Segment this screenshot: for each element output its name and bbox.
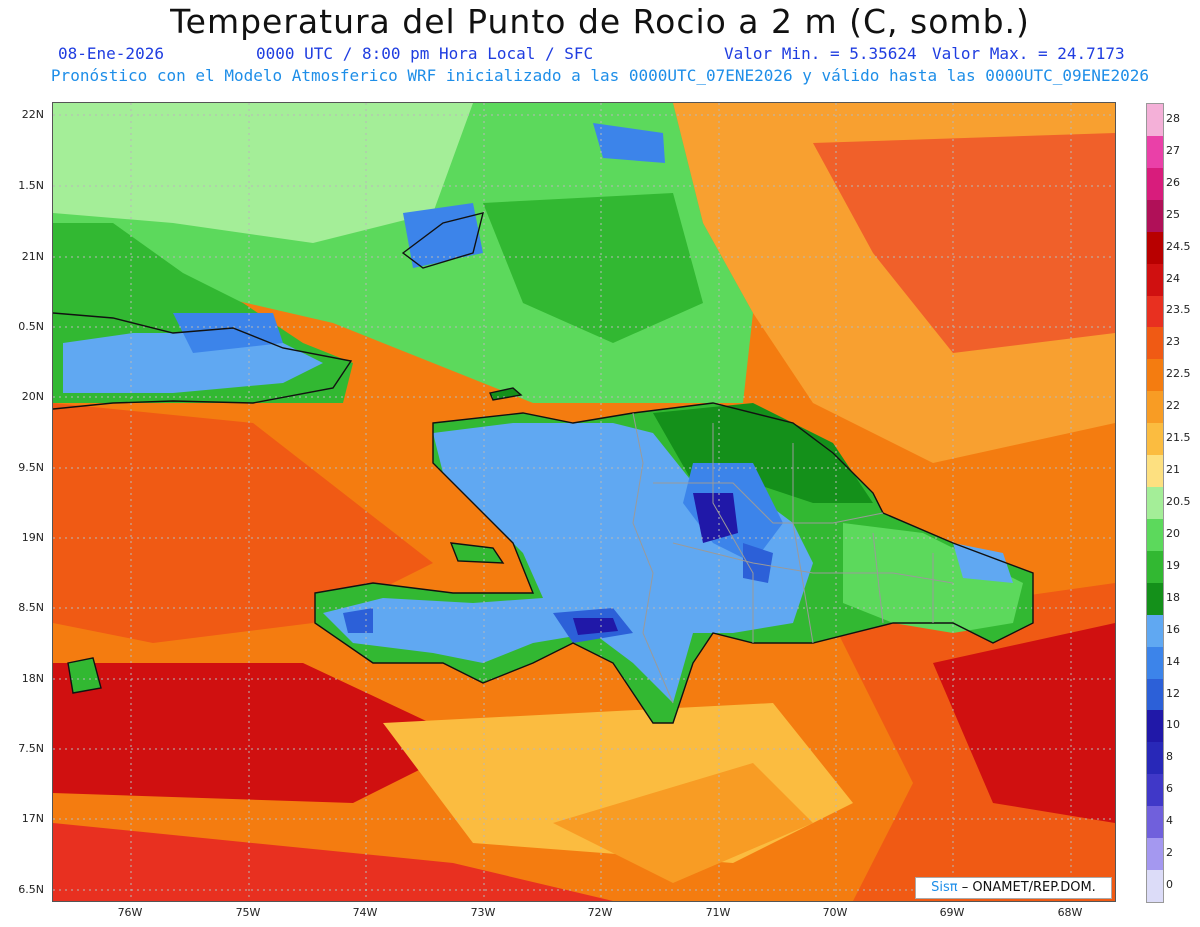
lat-label: 21N xyxy=(21,250,44,263)
lat-label: 8.5N xyxy=(18,601,44,614)
colorbar-label: 0 xyxy=(1166,878,1173,892)
colorbar-label: 26 xyxy=(1166,175,1180,189)
colorbar-label: 8 xyxy=(1166,750,1173,764)
colorbar-segment xyxy=(1147,263,1163,296)
lat-label: 20N xyxy=(21,390,44,403)
max-value: Valor Max. = 24.7173 xyxy=(932,44,1125,63)
colorbar-segment xyxy=(1147,678,1163,711)
colorbar-label: 18 xyxy=(1166,590,1180,604)
lon-label: 71W xyxy=(705,906,731,919)
colorbar-label: 4 xyxy=(1166,814,1173,828)
lat-label: 18N xyxy=(21,672,44,685)
lat-label: 6.5N xyxy=(18,883,44,896)
colorbar-label: 24 xyxy=(1166,271,1180,285)
colorbar-segment xyxy=(1147,423,1163,456)
valid-time: 0000 UTC / 8:00 pm Hora Local / SFC xyxy=(256,44,594,63)
colorbar-label: 27 xyxy=(1166,143,1180,157)
lon-label: 70W xyxy=(822,906,848,919)
lat-label: 0.5N xyxy=(18,320,44,333)
lat-label: 19N xyxy=(21,531,44,544)
colorbar-segment xyxy=(1147,359,1163,392)
colorbar-label: 21 xyxy=(1166,463,1180,477)
dewpoint-map xyxy=(52,102,1116,902)
colorbar-label: 2 xyxy=(1166,846,1173,860)
lat-label: 7.5N xyxy=(18,742,44,755)
lat-label: 1.5N xyxy=(18,179,44,192)
lon-label: 73W xyxy=(470,906,496,919)
colorbar-segment xyxy=(1147,327,1163,360)
colorbar-label: 20 xyxy=(1166,526,1180,540)
valid-date: 08-Ene-2026 xyxy=(58,44,164,63)
colorbar-segment xyxy=(1147,870,1163,903)
min-value: Valor Min. = 5.35624 xyxy=(724,44,917,63)
colorbar-segment xyxy=(1147,391,1163,424)
colorbar-segment xyxy=(1147,455,1163,488)
colorbar-label: 21.5 xyxy=(1166,431,1191,445)
colorbar-label: 25 xyxy=(1166,207,1180,221)
lon-label: 68W xyxy=(1057,906,1083,919)
colorbar-segment xyxy=(1147,487,1163,520)
colorbar-segment xyxy=(1147,518,1163,552)
chart-title: Temperatura del Punto de Rocio a 2 m (C,… xyxy=(170,2,1030,41)
colorbar-segment xyxy=(1147,838,1163,871)
colorbar-label: 10 xyxy=(1166,718,1180,732)
lat-label: 9.5N xyxy=(18,461,44,474)
colorbar-label: 28 xyxy=(1166,111,1180,125)
colorbar-segment xyxy=(1147,710,1163,743)
colorbar-label: 23 xyxy=(1166,335,1180,349)
colorbar-segment xyxy=(1147,550,1163,584)
lon-label: 75W xyxy=(235,906,261,919)
colorbar-label: 24.5 xyxy=(1166,239,1191,253)
lon-label: 74W xyxy=(352,906,378,919)
credit-text: – ONAMET/REP.DOM. xyxy=(961,880,1096,895)
colorbar-segment xyxy=(1147,295,1163,328)
lon-label: 76W xyxy=(117,906,143,919)
credit-box: Sisπ – ONAMET/REP.DOM. xyxy=(915,877,1112,899)
colorbar-segment xyxy=(1147,646,1163,680)
colorbar-segment xyxy=(1147,614,1163,648)
lat-label: 17N xyxy=(21,812,44,825)
sispi-logo: Sisπ xyxy=(931,880,958,895)
lon-label: 69W xyxy=(939,906,965,919)
lat-label: 22N xyxy=(21,108,44,121)
colorbar-label: 6 xyxy=(1166,782,1173,796)
colorbar-segment xyxy=(1147,104,1163,137)
colorbar-segment xyxy=(1147,199,1163,233)
colorbar-segment xyxy=(1147,167,1163,201)
colorbar-segment xyxy=(1147,742,1163,775)
colorbar-segment xyxy=(1147,231,1163,265)
colorbar-label: 14 xyxy=(1166,654,1180,668)
colorbar-segment xyxy=(1147,135,1163,169)
colorbar-segment xyxy=(1147,582,1163,616)
colorbar-label: 20.5 xyxy=(1166,495,1191,508)
colorbar-label: 19 xyxy=(1166,558,1180,572)
model-subtitle: Pronóstico con el Modelo Atmosferico WRF… xyxy=(50,66,1150,85)
colorbar-label: 22.5 xyxy=(1166,367,1191,381)
colorbar-segment xyxy=(1147,806,1163,839)
colorbar xyxy=(1146,103,1164,903)
colorbar-label: 12 xyxy=(1166,686,1180,700)
colorbar-label: 23.5 xyxy=(1166,303,1191,317)
lon-label: 72W xyxy=(587,906,613,919)
colorbar-label: 22 xyxy=(1166,399,1180,413)
colorbar-label: 16 xyxy=(1166,622,1180,636)
colorbar-segment xyxy=(1147,774,1163,807)
